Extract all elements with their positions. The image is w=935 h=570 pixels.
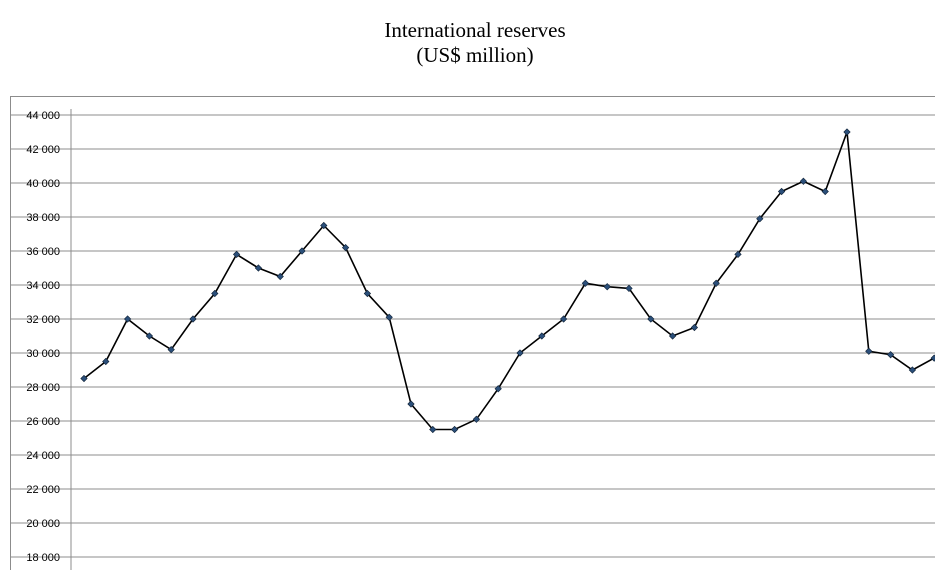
y-tick-label: 28 000 xyxy=(26,382,60,394)
chart-title-block: International reserves (US$ million) xyxy=(0,18,935,68)
y-tick-label: 20 000 xyxy=(26,518,60,530)
y-tick-label: 32 000 xyxy=(26,314,60,326)
y-tick-label: 24 000 xyxy=(26,450,60,462)
data-point-marker xyxy=(320,221,328,230)
data-point-marker xyxy=(777,187,786,196)
data-point-marker xyxy=(232,250,241,259)
y-tick-label: 30 000 xyxy=(26,348,60,360)
y-tick-label: 42 000 xyxy=(26,144,60,156)
data-point-marker xyxy=(865,347,873,355)
data-point-marker xyxy=(123,315,132,323)
y-tick-label: 22 000 xyxy=(26,484,60,496)
data-point-marker xyxy=(450,425,459,434)
data-point-marker xyxy=(538,332,546,340)
y-tick-label: 34 000 xyxy=(26,280,60,292)
data-point-marker xyxy=(102,357,110,366)
data-point-marker xyxy=(407,400,415,408)
data-point-marker xyxy=(843,128,851,136)
series-markers xyxy=(80,128,935,434)
data-point-marker xyxy=(625,284,633,293)
data-point-marker xyxy=(429,425,437,434)
y-tick-label: 26 000 xyxy=(26,416,60,428)
data-point-marker xyxy=(821,187,829,196)
data-point-marker xyxy=(167,345,175,354)
data-point-marker xyxy=(276,272,284,281)
y-tick-label: 36 000 xyxy=(26,246,60,258)
data-point-marker xyxy=(647,315,655,323)
series-line-group xyxy=(83,131,935,431)
gridlines xyxy=(10,109,935,570)
data-point-marker xyxy=(734,250,742,259)
data-point-marker xyxy=(211,289,219,298)
data-point-marker xyxy=(603,283,611,291)
data-point-marker xyxy=(189,315,197,323)
data-point-marker xyxy=(363,289,372,298)
data-point-marker xyxy=(712,279,720,287)
y-tick-label: 40 000 xyxy=(26,178,60,190)
data-point-marker xyxy=(799,177,808,185)
data-point-marker xyxy=(494,385,502,393)
y-tick-label: 44 000 xyxy=(26,110,60,122)
data-point-marker xyxy=(581,279,590,287)
series-line xyxy=(83,131,935,431)
data-point-marker xyxy=(908,366,917,374)
plot-area-frame xyxy=(10,96,935,570)
data-point-marker xyxy=(886,351,895,359)
y-tick-label: 38 000 xyxy=(26,212,60,224)
data-point-marker xyxy=(930,354,935,362)
data-point-marker xyxy=(559,315,568,323)
data-point-marker xyxy=(690,323,699,332)
chart-subtitle: (US$ million) xyxy=(416,43,534,67)
data-point-marker xyxy=(80,374,88,383)
y-axis-tick-labels: 18 000 20 000 22 000 24 000 26 000 28 000 30 0… xyxy=(26,110,60,564)
data-point-marker xyxy=(341,243,350,252)
data-point-marker xyxy=(298,247,306,255)
data-point-marker xyxy=(756,215,764,223)
data-point-marker xyxy=(668,332,677,340)
data-point-marker xyxy=(254,264,263,272)
chart-title: International reserves xyxy=(384,18,566,42)
data-point-marker xyxy=(145,332,154,340)
y-tick-label: 18 000 xyxy=(26,552,60,564)
data-point-marker xyxy=(472,415,481,423)
data-point-marker xyxy=(385,313,393,321)
data-point-marker xyxy=(516,349,524,357)
